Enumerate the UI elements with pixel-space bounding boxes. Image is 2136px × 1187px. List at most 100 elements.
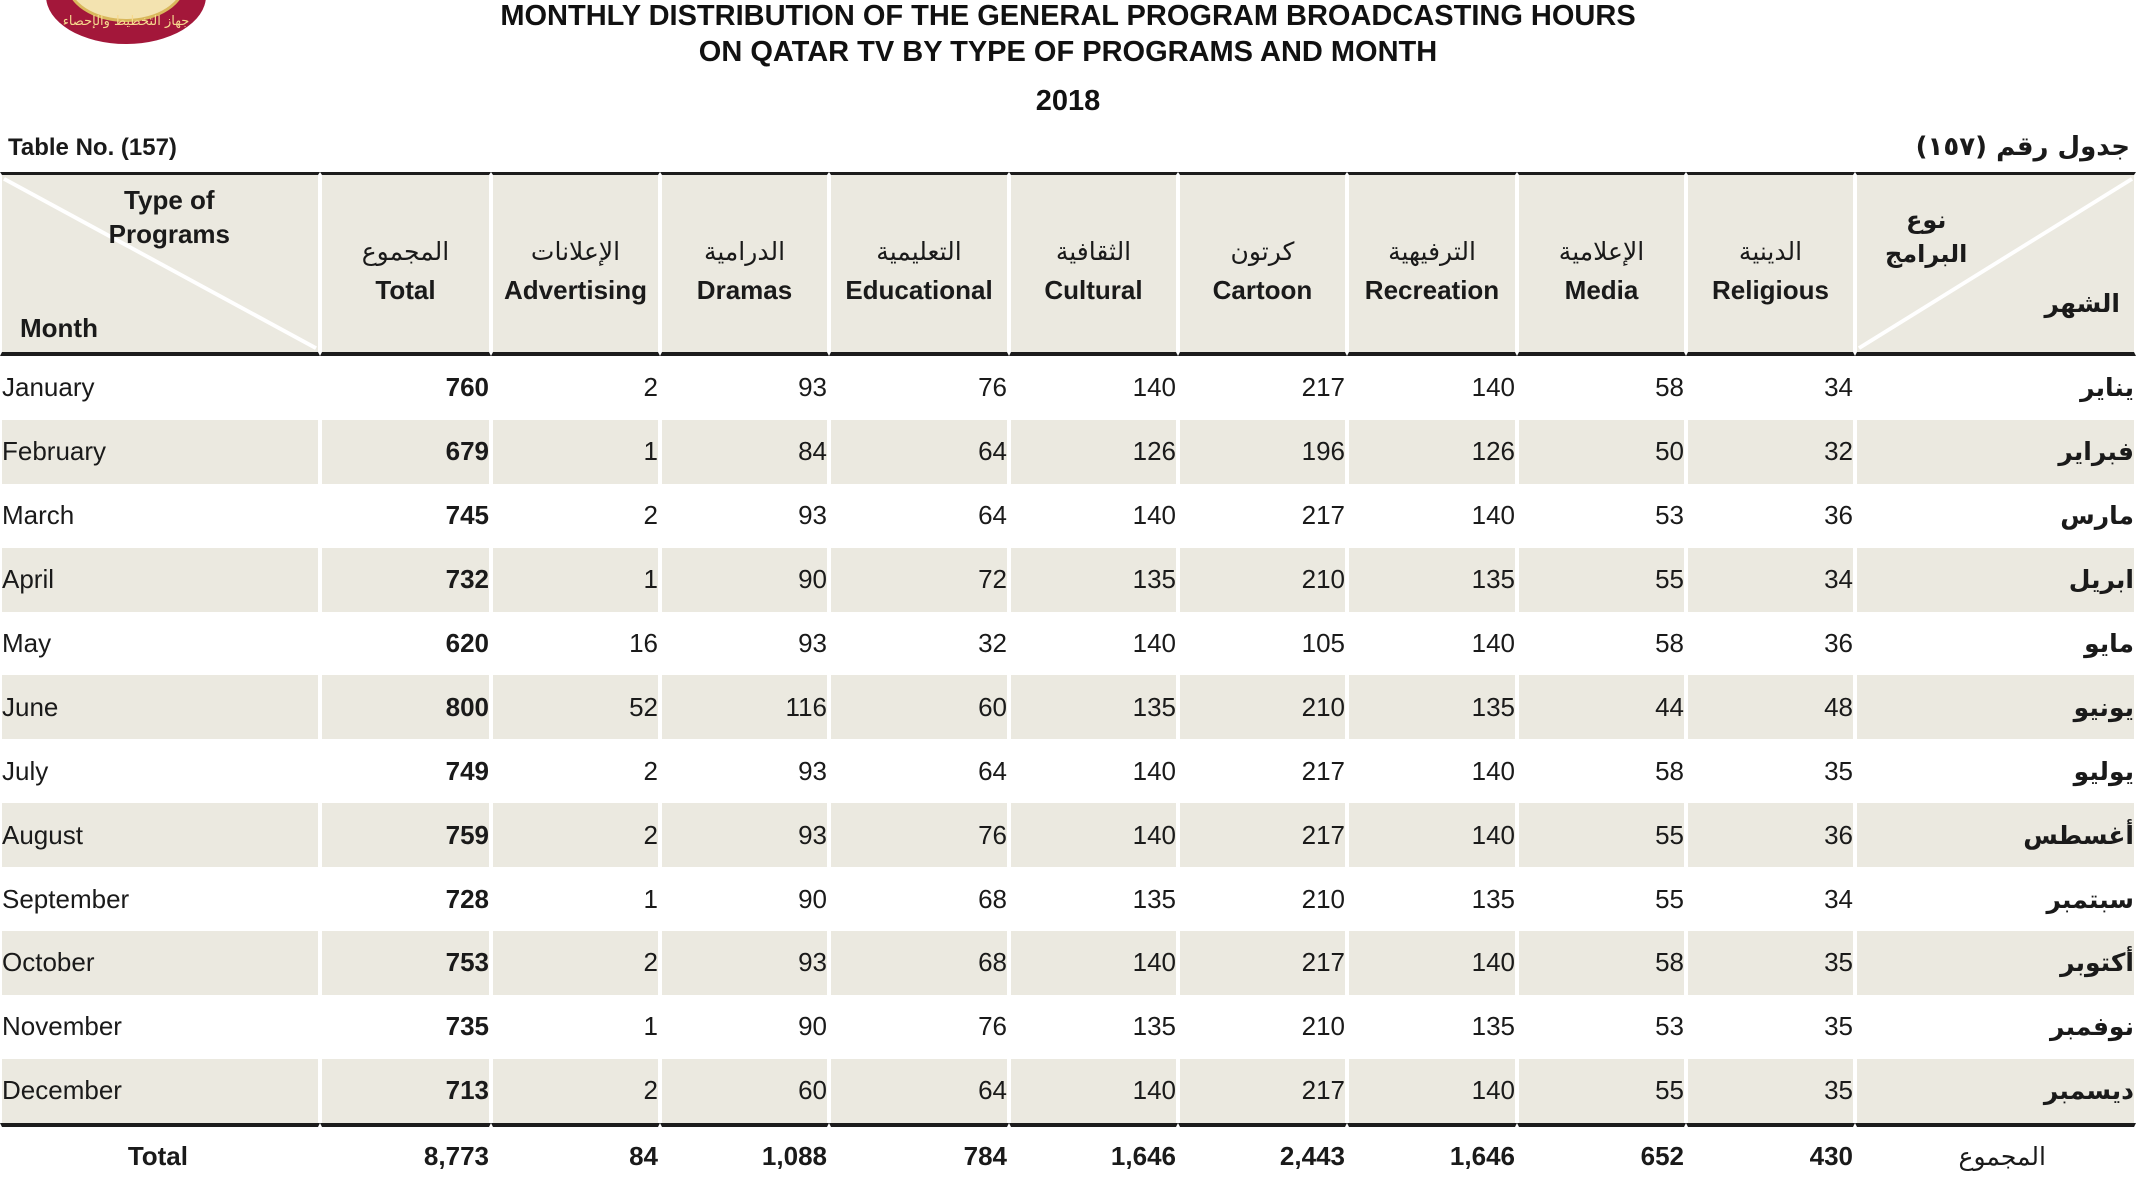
value-cell: 93 bbox=[660, 803, 829, 868]
value-cell: 135 bbox=[1009, 994, 1178, 1059]
value-cell: 53 bbox=[1517, 994, 1686, 1059]
value-cell: 140 bbox=[1009, 483, 1178, 548]
table-row: April 732 1 90 72 135 210 135 55 34 ابريل bbox=[0, 547, 2136, 612]
diagonal-line bbox=[3, 177, 317, 350]
month-label-ar: يوليو bbox=[1855, 739, 2136, 804]
value-cell: 58 bbox=[1517, 931, 1686, 995]
logo-text: جهاز التخطيط والإحصاء bbox=[62, 14, 190, 29]
col-header-recreation: الترفيهية Recreation bbox=[1347, 172, 1517, 356]
value-cell: 34 bbox=[1686, 356, 1855, 420]
month-label-en: March bbox=[0, 483, 320, 548]
row-total-cell: 732 bbox=[320, 547, 491, 612]
value-cell: 44 bbox=[1517, 675, 1686, 740]
value-cell: 135 bbox=[1009, 867, 1178, 932]
table-number-en: Table No. (157) bbox=[8, 134, 177, 161]
col-header-total: المجموع Total bbox=[320, 172, 491, 356]
title-year: 2018 bbox=[1035, 85, 1101, 117]
value-cell: 196 bbox=[1178, 419, 1347, 484]
value-cell: 93 bbox=[660, 483, 829, 548]
value-cell: 55 bbox=[1517, 803, 1686, 868]
value-cell: 210 bbox=[1178, 867, 1347, 932]
title-line-1: MONTHLY DISTRIBUTION OF THE GENERAL PROG… bbox=[500, 0, 1636, 32]
col-header-dramas: الدرامية Dramas bbox=[660, 172, 829, 356]
totals-label-en: Total bbox=[0, 1122, 320, 1187]
corner-month-label-ar: الشهر bbox=[2044, 289, 2120, 318]
value-cell: 52 bbox=[491, 675, 660, 740]
table-row: December 713 2 60 64 140 217 140 55 35 ديسمبر bbox=[0, 1058, 2136, 1123]
corner-header-en: Type of Programs Month bbox=[0, 172, 320, 356]
value-cell: 32 bbox=[1686, 419, 1855, 484]
value-cell: 90 bbox=[660, 994, 829, 1059]
value-cell: 93 bbox=[660, 356, 829, 420]
col-header-educational: التعليمية Educational bbox=[829, 172, 1009, 356]
value-cell: 90 bbox=[660, 547, 829, 612]
value-cell: 140 bbox=[1347, 483, 1517, 548]
value-cell: 55 bbox=[1517, 867, 1686, 932]
value-cell: 217 bbox=[1178, 739, 1347, 804]
value-cell: 64 bbox=[829, 1058, 1009, 1123]
value-cell: 135 bbox=[1347, 994, 1517, 1059]
month-label-ar: يناير bbox=[1855, 356, 2136, 420]
row-total-cell: 679 bbox=[320, 419, 491, 484]
corner-header-ar: نوع البرامج الشهر bbox=[1855, 172, 2136, 356]
corner-type-label-ar: نوع البرامج bbox=[1885, 206, 1968, 268]
month-label-en: February bbox=[0, 419, 320, 484]
col-header-media: الإعلامية Media bbox=[1517, 172, 1686, 356]
value-cell: 135 bbox=[1009, 547, 1178, 612]
value-cell: 135 bbox=[1347, 867, 1517, 932]
value-cell: 16 bbox=[491, 611, 660, 676]
value-cell: 140 bbox=[1009, 1058, 1178, 1123]
value-cell: 140 bbox=[1009, 931, 1178, 995]
row-total-cell: 749 bbox=[320, 739, 491, 804]
month-label-ar: مارس bbox=[1855, 483, 2136, 548]
table-row: February 679 1 84 64 126 196 126 50 32 فبراير bbox=[0, 419, 2136, 484]
totals-cell: 1,646 bbox=[1009, 1122, 1178, 1187]
month-label-en: January bbox=[0, 356, 320, 420]
value-cell: 32 bbox=[829, 611, 1009, 676]
value-cell: 2 bbox=[491, 931, 660, 995]
totals-cell: 1,646 bbox=[1347, 1122, 1517, 1187]
value-cell: 36 bbox=[1686, 803, 1855, 868]
value-cell: 35 bbox=[1686, 931, 1855, 995]
totals-cell: 652 bbox=[1517, 1122, 1686, 1187]
value-cell: 2 bbox=[491, 483, 660, 548]
value-cell: 2 bbox=[491, 803, 660, 868]
totals-row: Total 8,773 84 1,088 784 1,646 2,443 1,6… bbox=[0, 1122, 2136, 1187]
title-line-2: ON QATAR TV BY TYPE OF PROGRAMS AND MONT… bbox=[698, 36, 1438, 68]
value-cell: 140 bbox=[1347, 356, 1517, 420]
value-cell: 68 bbox=[829, 931, 1009, 995]
value-cell: 135 bbox=[1009, 675, 1178, 740]
value-cell: 55 bbox=[1517, 1058, 1686, 1123]
totals-cell: 2,443 bbox=[1178, 1122, 1347, 1187]
month-label-ar: سبتمبر bbox=[1855, 867, 2136, 932]
value-cell: 53 bbox=[1517, 483, 1686, 548]
value-cell: 60 bbox=[660, 1058, 829, 1123]
month-label-en: April bbox=[0, 547, 320, 612]
value-cell: 84 bbox=[660, 419, 829, 484]
value-cell: 210 bbox=[1178, 675, 1347, 740]
row-total-cell: 735 bbox=[320, 994, 491, 1059]
value-cell: 93 bbox=[660, 611, 829, 676]
row-total-cell: 800 bbox=[320, 675, 491, 740]
value-cell: 2 bbox=[491, 1058, 660, 1123]
row-total-cell: 745 bbox=[320, 483, 491, 548]
value-cell: 140 bbox=[1009, 611, 1178, 676]
col-header-advertising: الإعلانات Advertising bbox=[491, 172, 660, 356]
value-cell: 35 bbox=[1686, 994, 1855, 1059]
corner-month-label: Month bbox=[20, 313, 98, 343]
value-cell: 72 bbox=[829, 547, 1009, 612]
value-cell: 140 bbox=[1347, 1058, 1517, 1123]
value-cell: 1 bbox=[491, 547, 660, 612]
value-cell: 2 bbox=[491, 739, 660, 804]
value-cell: 217 bbox=[1178, 483, 1347, 548]
table-row: May 620 16 93 32 140 105 140 58 36 مايو bbox=[0, 611, 2136, 676]
value-cell: 50 bbox=[1517, 419, 1686, 484]
value-cell: 140 bbox=[1009, 356, 1178, 420]
value-cell: 126 bbox=[1347, 419, 1517, 484]
value-cell: 1 bbox=[491, 867, 660, 932]
totals-label-ar: المجموع bbox=[1855, 1122, 2136, 1187]
col-header-religious: الدينية Religious bbox=[1686, 172, 1855, 356]
value-cell: 64 bbox=[829, 739, 1009, 804]
month-label-en: July bbox=[0, 739, 320, 804]
value-cell: 48 bbox=[1686, 675, 1855, 740]
